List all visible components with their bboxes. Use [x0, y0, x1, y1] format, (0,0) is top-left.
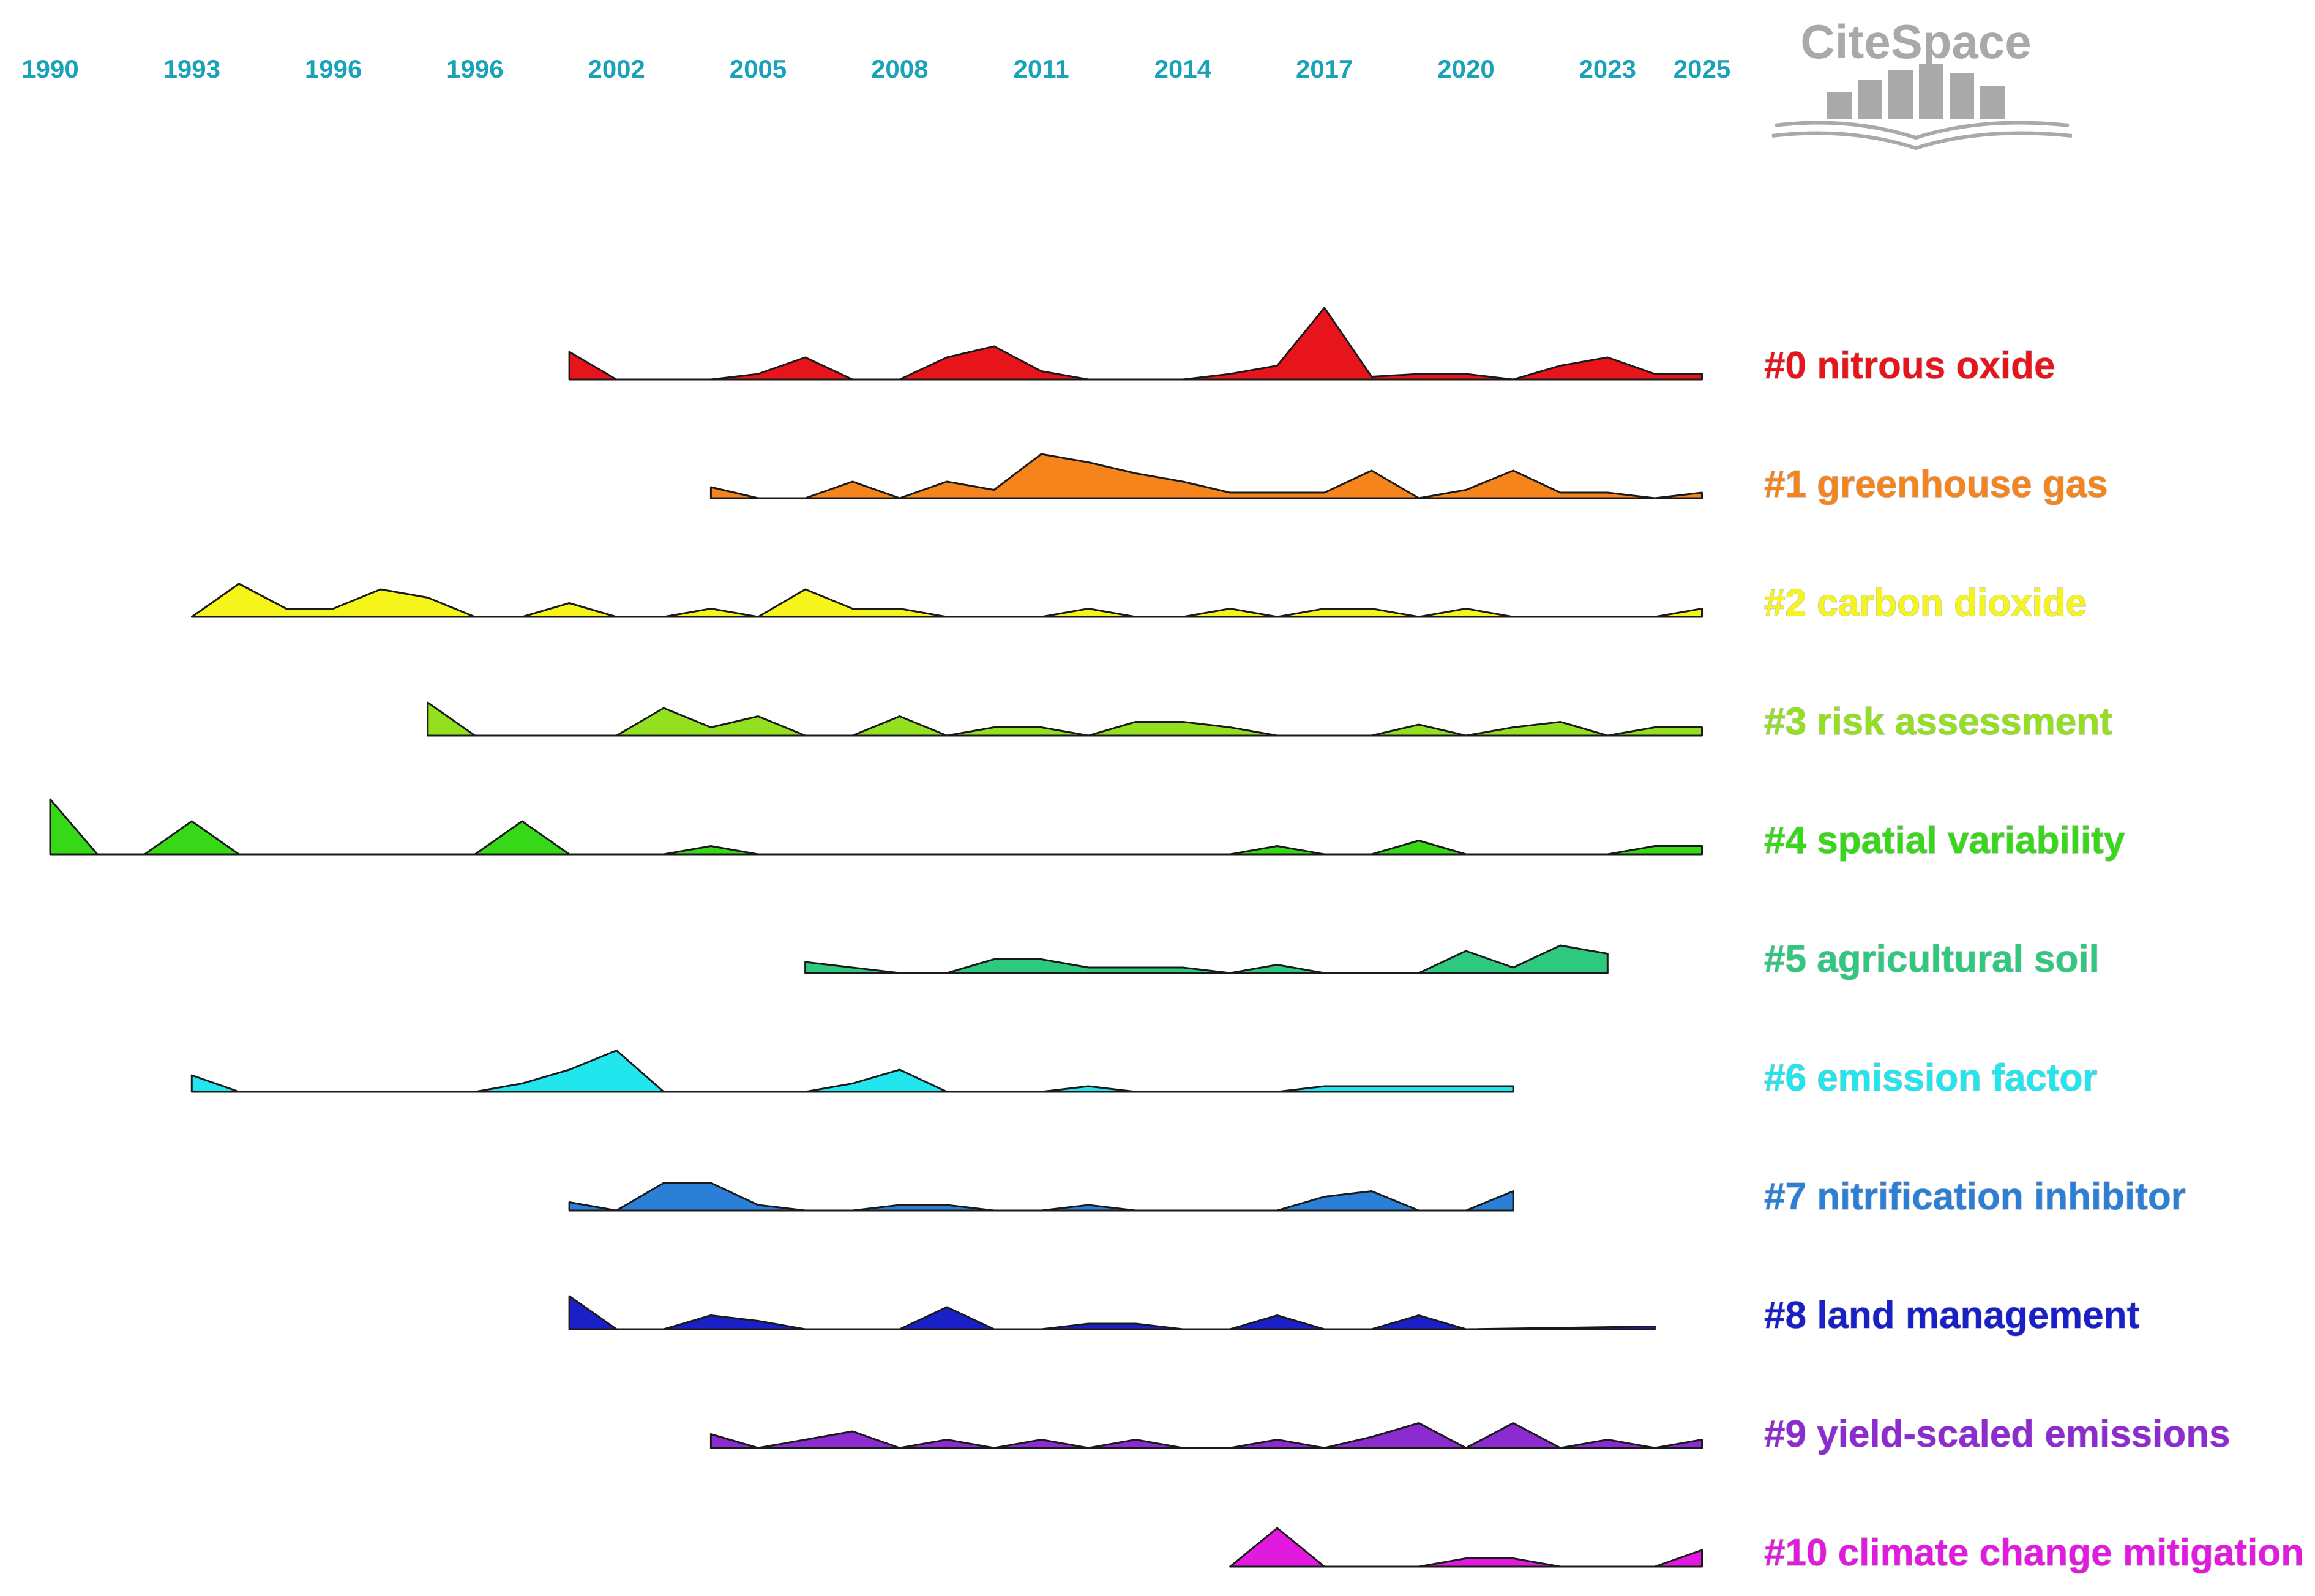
cluster-area: [427, 701, 1703, 737]
cluster-stream: [568, 1182, 1514, 1212]
x-tick-label: 2008: [871, 54, 928, 83]
cluster-area: [804, 944, 1609, 974]
cluster-stream: [190, 1050, 1514, 1093]
x-tick-label: 2002: [588, 54, 645, 83]
cluster-label: #5 agricultural soil: [1764, 938, 2100, 980]
cluster-streams: [49, 307, 1703, 1568]
cluster-label: #2 carbon dioxide: [1764, 582, 2087, 624]
cluster-area: [709, 453, 1703, 499]
cluster-label: #4 spatial variability: [1764, 819, 2125, 862]
x-tick-label: 2005: [730, 54, 787, 83]
x-tick-label: 1993: [163, 54, 220, 83]
cluster-stream: [709, 1422, 1703, 1449]
cluster-label: #0 nitrous oxide: [1764, 345, 2055, 387]
cluster-stream: [709, 453, 1703, 499]
cluster-area: [1229, 1527, 1703, 1568]
cluster-area: [568, 1182, 1514, 1212]
x-tick-label: 1990: [21, 54, 78, 83]
cluster-label: #6 emission factor: [1764, 1057, 2097, 1099]
x-axis-ticks: 1990 1993 1996 1996 2002 2005 2008 2011 2014 2017…: [21, 54, 1730, 83]
cluster-stream: [568, 1295, 1656, 1330]
logo-text: CiteSpace: [1800, 15, 2031, 69]
x-tick-label: 2011: [1014, 54, 1069, 83]
logo-bars-icon: [1827, 64, 2005, 119]
cluster-area: [190, 1050, 1514, 1093]
cluster-stream: [427, 701, 1703, 737]
cluster-label: #7 nitrification inhibitor: [1764, 1176, 2186, 1218]
cluster-area: [709, 1422, 1703, 1449]
x-tick-label: 1996: [446, 54, 503, 83]
cluster-area: [49, 798, 1703, 856]
citespace-logo: CiteSpace: [1771, 15, 2073, 151]
logo-book-icon: [1771, 121, 2073, 151]
cluster-labels: #0 nitrous oxide #1 greenhouse gas #2 carb…: [1763, 344, 2305, 1575]
cluster-label: #10 climate change mitigation: [1764, 1532, 2304, 1574]
cluster-stream: [190, 583, 1703, 618]
cluster-label: #8 land management: [1764, 1294, 2139, 1337]
x-tick-label: 1996: [305, 54, 362, 83]
cluster-area: [568, 307, 1703, 381]
cluster-area: [568, 1295, 1656, 1330]
cluster-label: #3 risk assessment: [1764, 701, 2112, 743]
cluster-stream: [1229, 1527, 1703, 1568]
cluster-label: #9 yield-scaled emissions: [1764, 1413, 2231, 1455]
x-tick-label: 2023: [1579, 54, 1636, 83]
x-tick-label: 2017: [1296, 54, 1353, 83]
cluster-area: [190, 583, 1703, 618]
cluster-label: #1 greenhouse gas: [1764, 463, 2108, 505]
x-tick-label: 2020: [1437, 54, 1494, 83]
cluster-stream: [804, 944, 1609, 974]
cluster-stream: [49, 798, 1703, 856]
cluster-stream: [568, 307, 1703, 381]
x-tick-label: 2025: [1674, 54, 1730, 83]
x-tick-label: 2014: [1154, 54, 1212, 83]
